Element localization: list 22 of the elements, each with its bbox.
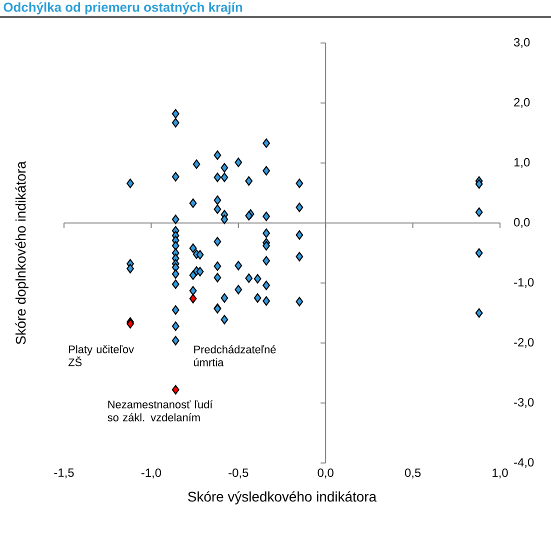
y-tick-label: 0,0 (514, 218, 530, 228)
y-tick-label: -2,0 (514, 338, 534, 348)
annotation: Nezamestnanosť ľudí so zákl. vzdelaním (108, 400, 213, 422)
x-tick-label: -1,5 (54, 468, 74, 478)
point (189, 294, 197, 304)
y-tick-label: 3,0 (514, 38, 530, 48)
y-tick-label: -4,0 (514, 458, 534, 468)
x-tick-label: 1,0 (492, 468, 508, 478)
y-tick-label: 1,0 (514, 158, 530, 168)
annotation: Predchádzateľné úmrtia (194, 345, 276, 366)
point (172, 385, 180, 395)
annotation: Platy učiteľov ZŠ (68, 345, 134, 366)
x-tick-label: -0,5 (228, 468, 248, 478)
x-tick-label: 0,5 (404, 468, 421, 478)
x-tick-label: 0,0 (318, 468, 334, 478)
chart-title: Odchýlka od priemeru ostatných krajín (4, 2, 242, 14)
x-tick-label: -1,0 (141, 468, 162, 478)
y-tick-label: 2,0 (514, 98, 530, 108)
x-axis-title: Skóre výsledkového indikátora (188, 491, 377, 504)
y-tick-label: -3,0 (514, 398, 534, 408)
y-tick-label: -1,0 (514, 278, 534, 288)
y-axis-title: Skóre doplnkového indikátora (15, 161, 28, 344)
